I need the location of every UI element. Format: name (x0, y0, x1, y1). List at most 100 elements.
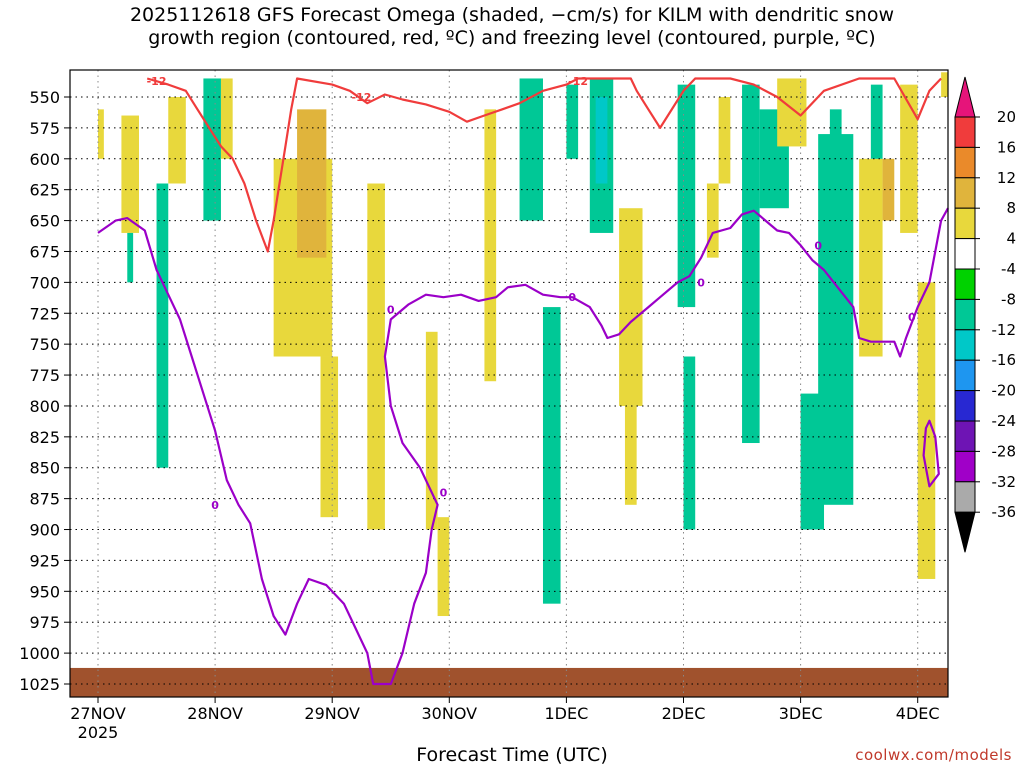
omega-cell (121, 115, 139, 233)
omega-cell (156, 183, 169, 468)
colorbar-swatch (954, 268, 976, 300)
y-tick-label: 725 (29, 304, 60, 323)
chart-title: 2025112618 GFS Forecast Omega (shaded, −… (129, 4, 895, 49)
y-tick-label: 850 (29, 459, 60, 478)
dgz-contour-line (146, 77, 942, 253)
freezing-contour-label: 0 (440, 486, 448, 499)
dgz-contour-label: -12 (147, 75, 167, 88)
omega-cell (437, 517, 450, 617)
freezing-level-line (97, 207, 949, 686)
y-tick-label: 875 (29, 490, 60, 509)
colorbar-tick-label: -36 (992, 503, 1017, 521)
colorbar-tick-label: -4 (1001, 260, 1016, 278)
freezing-contour-label: 0 (697, 276, 705, 289)
x-tick-label: 4DEC (896, 704, 940, 723)
freezing-level-closed-line (922, 419, 940, 488)
colorbar: 20 16 12 8 4 -4 -8 -12 -16 -20 -24 -28 -32 -36 (954, 76, 1017, 553)
x-tick-label: 27NOV (70, 704, 126, 723)
colorbar-tick-label: -24 (992, 412, 1017, 430)
omega-cell (297, 109, 327, 258)
colorbar-swatch (954, 298, 976, 331)
omega-shading-layer (98, 72, 948, 617)
omega-cell (542, 307, 561, 604)
y-tick-label: 650 (29, 212, 60, 231)
colorbar-tick-label: -16 (992, 351, 1017, 369)
omega-cell (595, 97, 608, 184)
dgz-contour-label: -12 (352, 91, 372, 104)
y-tick-label: 600 (29, 150, 60, 169)
omega-cell (519, 78, 543, 221)
colorbar-tick-label: -32 (992, 473, 1017, 491)
dgz-contour-label: -12 (568, 75, 588, 88)
colorbar-swatch (954, 116, 976, 148)
omega-cell (220, 78, 233, 159)
omega-cell (742, 84, 760, 444)
omega-cell (859, 158, 883, 357)
omega-cell (566, 84, 579, 159)
freezing-contour-label: 0 (814, 239, 822, 252)
colorbar-bottom-arrow (954, 511, 976, 553)
freezing-contour-label: 0 (387, 304, 395, 317)
freezing-contour-label: 0 (568, 291, 576, 304)
omega-cell (168, 97, 186, 184)
colorbar-swatch (954, 207, 976, 240)
colorbar-swatch (954, 450, 976, 483)
x-tick-label: 3DEC (779, 704, 823, 723)
plot-frame (69, 69, 949, 698)
x-tick-label: 1DEC (545, 704, 589, 723)
contour-layer: -12 -12 -12 0 0 0 0 0 0 0 (97, 75, 949, 686)
colorbar-swatch (954, 481, 976, 513)
omega-cell (367, 183, 385, 530)
freezing-contour-label: 0 (211, 499, 219, 512)
y-axis: 550 575 600 625 650 675 700 725 750 775 800 825 850 8… (19, 88, 70, 694)
x-tick-label: 30NOV (422, 704, 478, 723)
y-tick-label: 925 (29, 551, 60, 570)
y-tick-label: 825 (29, 428, 60, 447)
x-tick-label: 28NOV (187, 704, 243, 723)
colorbar-tick-label: 4 (1006, 230, 1016, 248)
omega-cell (624, 405, 637, 505)
colorbar-tick-label: 8 (1006, 199, 1016, 217)
colorbar-swatch (954, 146, 976, 179)
omega-cell (718, 97, 731, 184)
y-tick-label: 950 (29, 582, 60, 601)
y-tick-label: 675 (29, 242, 60, 261)
colorbar-swatch (954, 329, 976, 361)
x-axis: 27NOV 28NOV 29NOV 30NOV 1DEC 2DEC 3DEC 4DEC 2025 (70, 697, 940, 742)
x-year-label: 2025 (78, 723, 119, 742)
omega-cell (800, 393, 825, 530)
terrain-layer (70, 667, 948, 697)
omega-cell (683, 356, 696, 530)
omega-cell (425, 331, 438, 530)
omega-cell (619, 208, 643, 406)
colorbar-tick-label: -20 (992, 382, 1017, 400)
omega-cell (127, 232, 134, 283)
y-tick-label: 625 (29, 181, 60, 200)
y-tick-label: 800 (29, 397, 60, 416)
omega-cell (882, 158, 895, 221)
omega-cell (706, 183, 719, 258)
omega-cell (98, 109, 104, 159)
terrain-fill (70, 667, 948, 697)
y-tick-label: 700 (29, 273, 60, 292)
y-tick-label: 575 (29, 119, 60, 138)
y-tick-label: 550 (29, 88, 60, 107)
omega-cell (870, 84, 883, 159)
freezing-contour-label: 0 (908, 311, 916, 324)
omega-cell (677, 84, 696, 308)
colorbar-top-arrow (954, 76, 976, 118)
colorbar-tick-label: -28 (992, 442, 1017, 460)
omega-cell (941, 72, 948, 97)
omega-cell (203, 78, 221, 221)
x-tick-label: 29NOV (304, 704, 360, 723)
omega-cell (900, 84, 918, 233)
y-tick-label: 750 (29, 335, 60, 354)
credit-label: coolwx.com/models (855, 746, 1012, 764)
omega-cell (484, 109, 497, 382)
colorbar-tick-label: -8 (1001, 290, 1016, 308)
colorbar-swatch (954, 238, 976, 270)
omega-cell (777, 78, 807, 147)
y-tick-label: 1000 (19, 644, 60, 663)
x-tick-label: 2DEC (662, 704, 706, 723)
